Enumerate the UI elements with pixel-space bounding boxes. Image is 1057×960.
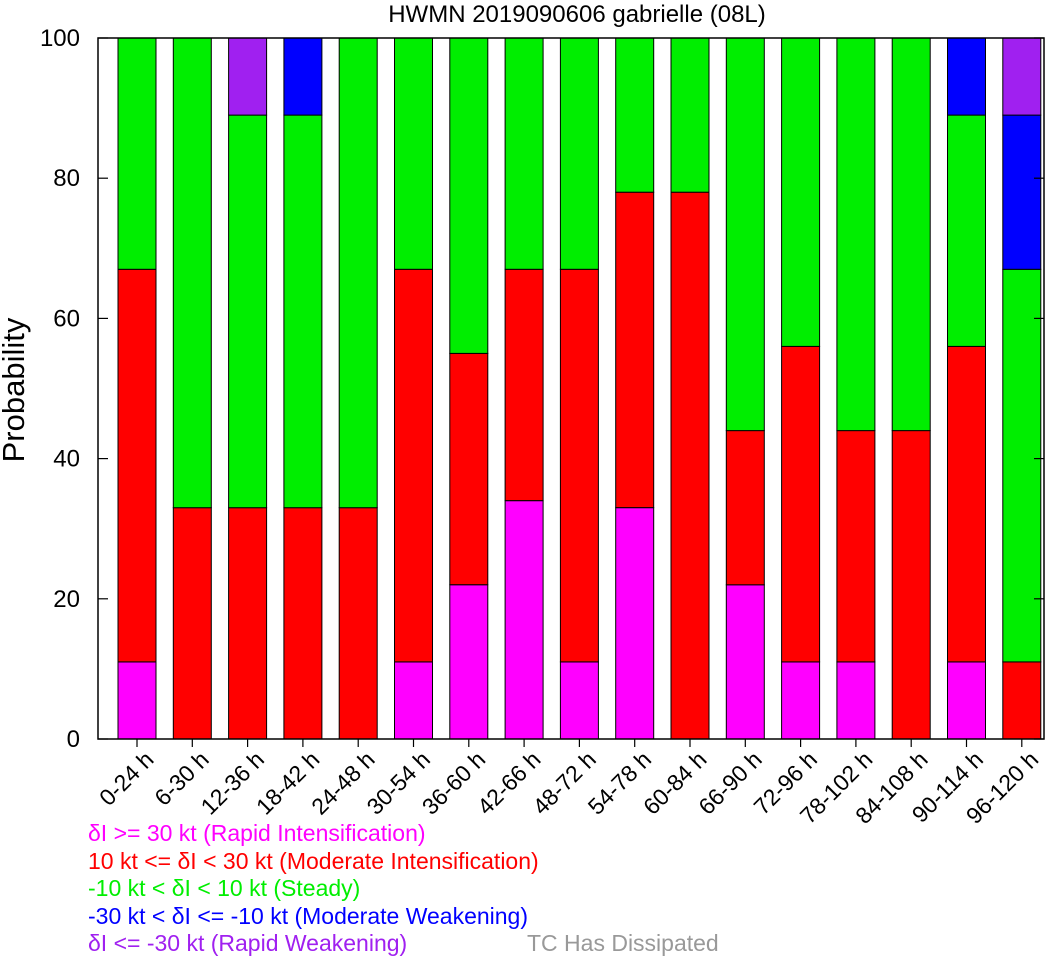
bar-segment-72-96h-s0 [781,661,821,740]
bar-segment-0-24h-s2 [117,37,157,270]
legend-entry-rapid-intensification: δI >= 30 kt (Rapid Intensification) [88,820,426,846]
bar-segment-78-102h-s2 [836,37,876,432]
bar-segment-18-42h-s3 [283,37,323,116]
bar-segment-96-120h-s2 [1002,268,1042,663]
bar-segment-48-72h-s2 [559,37,599,270]
legend-entry-tc-dissipated: TC Has Dissipated [527,930,719,956]
x-axis: 0-24 h6-30 h12-36 h18-42 h24-48 h30-54 h… [94,739,1043,829]
bar-segment-36-60h-s0 [449,584,489,740]
bar-segment-6-30h-s1 [172,507,212,740]
bar-segment-54-78h-s2 [615,37,655,193]
bar-segment-72-96h-s1 [781,345,821,663]
bar-segment-36-60h-s1 [449,352,489,586]
y-axis-label: Probability [0,317,31,462]
legend-entry-moderate-intensification: 10 kt <= δI < 30 kt (Moderate Intensific… [88,847,539,874]
bar-segment-48-72h-s1 [559,268,599,663]
bar-segment-42-66h-s2 [504,37,544,270]
bar-segment-18-42h-s2 [283,114,323,509]
bar-segment-24-48h-s2 [338,37,378,509]
y-tick-label-0: 0 [67,726,80,753]
y-axis: 0 20 40 60 80 100 [40,25,1044,753]
bar-segment-0-24h-s0 [117,661,157,740]
legend: δI >= 30 kt (Rapid Intensification) 10 k… [88,820,539,958]
bar-segment-96-120h-s1 [1002,661,1042,740]
bar-segment-90-114h-s3 [947,37,986,116]
bar-segment-66-90h-s2 [725,37,765,432]
bar-segment-6-30h-s2 [172,37,212,509]
bar-segment-96-120h-s3 [1002,114,1042,270]
bar-segment-42-66h-s1 [504,268,544,502]
bar-segment-66-90h-s1 [725,430,765,586]
bar-segment-96-120h-s4 [1002,37,1042,116]
y-tick-label-60: 60 [53,305,80,332]
bar-segment-90-114h-s2 [947,114,986,347]
bar-segment-60-84h-s2 [670,37,710,193]
legend-entry-moderate-weakening: -30 kt < δI <= -10 kt (Moderate Weakenin… [88,902,529,929]
bar-segment-12-36h-s1 [228,507,268,740]
bar-segment-66-90h-s0 [725,584,765,740]
bar-segment-78-102h-s1 [836,430,876,663]
bar-segment-90-114h-s1 [947,345,986,663]
bar-segment-72-96h-s2 [781,37,821,347]
legend-entry-rapid-weakening: δI <= -30 kt (Rapid Weakening) [88,930,408,956]
y-tick-label-100: 100 [40,25,80,52]
plot-frame [97,37,1045,740]
bar-segment-18-42h-s1 [283,507,323,740]
y-tick-label-80: 80 [53,165,80,192]
legend-entry-steady: -10 kt < δI < 10 kt (Steady) [88,875,361,901]
bar-segment-36-60h-s2 [449,37,489,354]
bar-segment-0-24h-s1 [117,268,157,663]
bar-segment-30-54h-s1 [394,268,433,663]
bar-segment-54-78h-s1 [615,191,655,509]
bar-segment-12-36h-s2 [228,114,268,509]
bar-segment-60-84h-s1 [670,191,710,740]
bar-segment-30-54h-s0 [394,661,433,740]
y-tick-label-40: 40 [53,446,80,473]
y-tick-label-20: 20 [53,586,80,613]
bar-segment-48-72h-s0 [559,661,599,740]
bar-segment-24-48h-s1 [338,507,378,740]
bar-segment-54-78h-s0 [615,507,655,740]
bar-segment-42-66h-s0 [504,500,544,740]
chart-title: HWMN 2019090606 gabrielle (08L) [388,1,766,28]
bar-segment-90-114h-s0 [947,661,986,740]
bar-segment-12-36h-s4 [228,37,268,116]
bar-segment-84-108h-s1 [891,430,931,740]
bar-segment-30-54h-s2 [394,37,433,270]
bars-group [117,37,1042,740]
x-tick-label-0-24h: 0-24 h [94,746,159,811]
bar-segment-78-102h-s0 [836,661,876,740]
bar-segment-84-108h-s2 [891,37,931,432]
